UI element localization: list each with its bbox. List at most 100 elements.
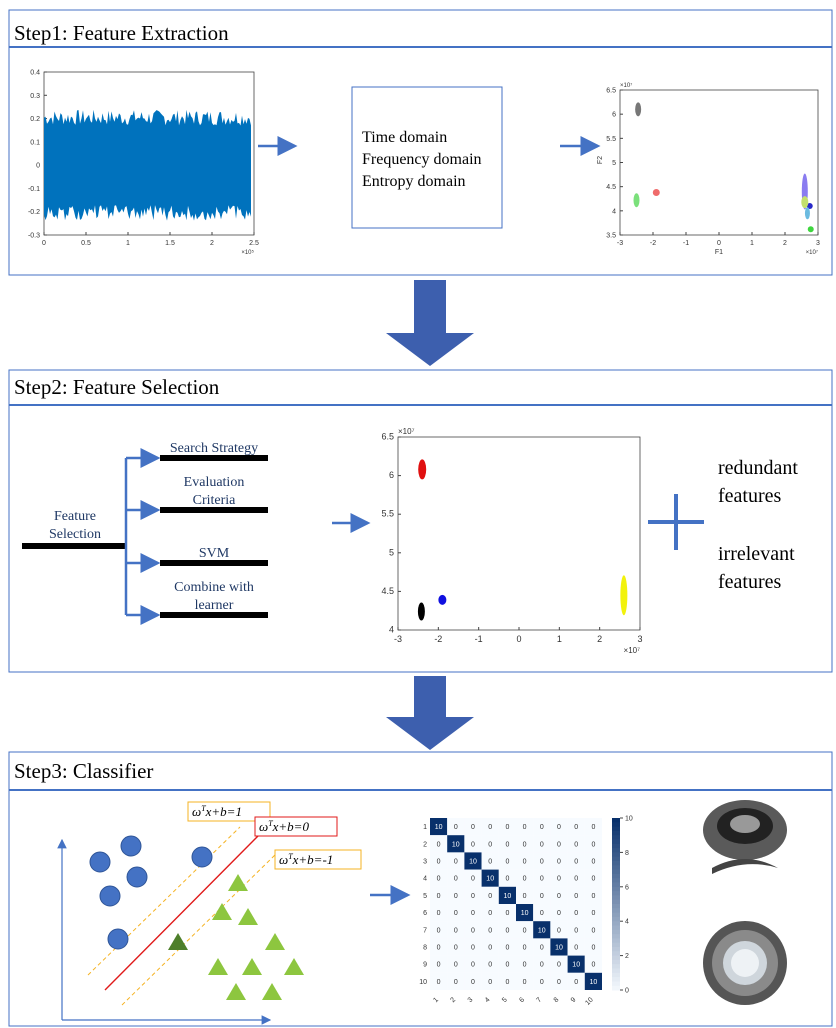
cm-value: 0 — [437, 945, 441, 952]
cm-value: 0 — [574, 979, 578, 986]
colorbar-slice — [612, 917, 620, 922]
cm-value: 0 — [523, 824, 527, 831]
y-tick-label: 5.5 — [381, 509, 394, 519]
y-tick-label: 5 — [612, 160, 616, 167]
cm-value: 0 — [523, 876, 527, 883]
x-tick-label: 2 — [783, 240, 787, 247]
x-tick-label: 1.5 — [165, 240, 175, 247]
cm-value: 0 — [471, 962, 475, 969]
colorbar-slice — [612, 951, 620, 956]
y-tick-label: 4.5 — [381, 586, 394, 596]
cm-value: 0 — [454, 962, 458, 969]
x-tick-label: -2 — [434, 634, 442, 644]
x-exponent: ×10⁵ — [241, 249, 254, 256]
colorbar-label: 2 — [625, 953, 629, 960]
cluster — [805, 207, 810, 219]
cm-value: 0 — [557, 824, 561, 831]
step2-frame — [9, 370, 832, 672]
colorbar-slice — [612, 861, 620, 866]
y-tick-label: -0.3 — [28, 233, 40, 240]
y-tick-label: 0.1 — [30, 139, 40, 146]
root-label: Feature — [54, 509, 96, 524]
branch-label: Combine with — [174, 580, 254, 595]
cm-value: 0 — [540, 962, 544, 969]
cm-value: 0 — [488, 824, 492, 831]
down-arrow — [386, 676, 474, 750]
equation: ωTx+b=0 — [259, 819, 309, 834]
cm-row-label: 1 — [423, 824, 427, 831]
cm-value: 10 — [555, 945, 563, 952]
x-tick-label: 0.5 — [81, 240, 91, 247]
branch-label: Criteria — [193, 493, 237, 508]
cm-value: 0 — [574, 824, 578, 831]
cm-value: 0 — [471, 945, 475, 952]
cm-col-label: 4 — [484, 996, 492, 1004]
cm-value: 0 — [540, 841, 544, 848]
cm-col-label: 2 — [450, 996, 458, 1004]
cluster — [635, 102, 641, 116]
cm-row-label: 6 — [423, 910, 427, 917]
cm-value: 0 — [505, 927, 509, 934]
cm-value: 0 — [505, 962, 509, 969]
equation: ωTx+b=-1 — [279, 852, 333, 867]
x-tick-label: 3 — [637, 634, 642, 644]
y-tick-label: -0.1 — [28, 186, 40, 193]
y-tick-label: 6 — [612, 112, 616, 119]
colorbar-slice — [612, 926, 620, 931]
colorbar-label: 0 — [625, 988, 629, 995]
y-tick-label: 5 — [389, 547, 394, 557]
cm-value: 0 — [591, 893, 595, 900]
cm-value: 0 — [505, 945, 509, 952]
y-tick-label: 4.5 — [606, 184, 616, 191]
cm-value: 0 — [437, 841, 441, 848]
branch-label: SVM — [199, 546, 230, 561]
cm-value: 0 — [574, 859, 578, 866]
step1-title: Step1: Feature Extraction — [14, 21, 229, 45]
cm-row-label: 7 — [423, 927, 427, 934]
x-tick-label: -1 — [683, 240, 689, 247]
cm-row-label: 8 — [423, 945, 427, 952]
eq-symbol: ω — [279, 852, 288, 867]
cm-value: 0 — [488, 859, 492, 866]
cm-col-label: 1 — [432, 996, 440, 1004]
cm-value: 10 — [590, 979, 598, 986]
cm-col-label: 3 — [467, 996, 475, 1004]
colorbar-slice — [612, 878, 620, 883]
eq-rest: x+b=0 — [272, 819, 310, 834]
cm-value: 0 — [454, 824, 458, 831]
cm-value: 0 — [471, 893, 475, 900]
y-tick-label: 6.5 — [381, 432, 394, 442]
cm-value: 0 — [437, 859, 441, 866]
cm-value: 0 — [591, 841, 595, 848]
colorbar-label: 4 — [625, 919, 629, 926]
cm-value: 0 — [574, 841, 578, 848]
colorbar-slice — [612, 874, 620, 879]
cm-value: 0 — [471, 910, 475, 917]
cm-value: 0 — [454, 859, 458, 866]
cm-col-label: 10 — [584, 996, 595, 1007]
colorbar-slice — [612, 900, 620, 905]
x-tick-label: 2 — [597, 634, 602, 644]
cm-value: 10 — [452, 841, 460, 848]
note: features — [718, 485, 782, 507]
cm-value: 0 — [505, 910, 509, 917]
cm-value: 10 — [504, 893, 512, 900]
colorbar-slice — [612, 938, 620, 943]
x-tick-label: -2 — [650, 240, 656, 247]
colorbar-slice — [612, 852, 620, 857]
svm-illustration — [62, 802, 361, 1020]
cm-value: 0 — [557, 910, 561, 917]
colorbar-slice — [612, 848, 620, 853]
cm-value: 0 — [523, 893, 527, 900]
cm-value: 0 — [488, 910, 492, 917]
y-tick-label: 0 — [36, 163, 40, 170]
cm-value: 0 — [540, 979, 544, 986]
cluster — [418, 602, 425, 620]
cm-row-label: 10 — [419, 979, 427, 986]
cm-value: 0 — [523, 927, 527, 934]
cluster — [438, 595, 446, 605]
y-tick-label: 5.5 — [606, 136, 616, 143]
eq-rest: x+b=1 — [205, 804, 242, 819]
colorbar-slice — [612, 956, 620, 961]
